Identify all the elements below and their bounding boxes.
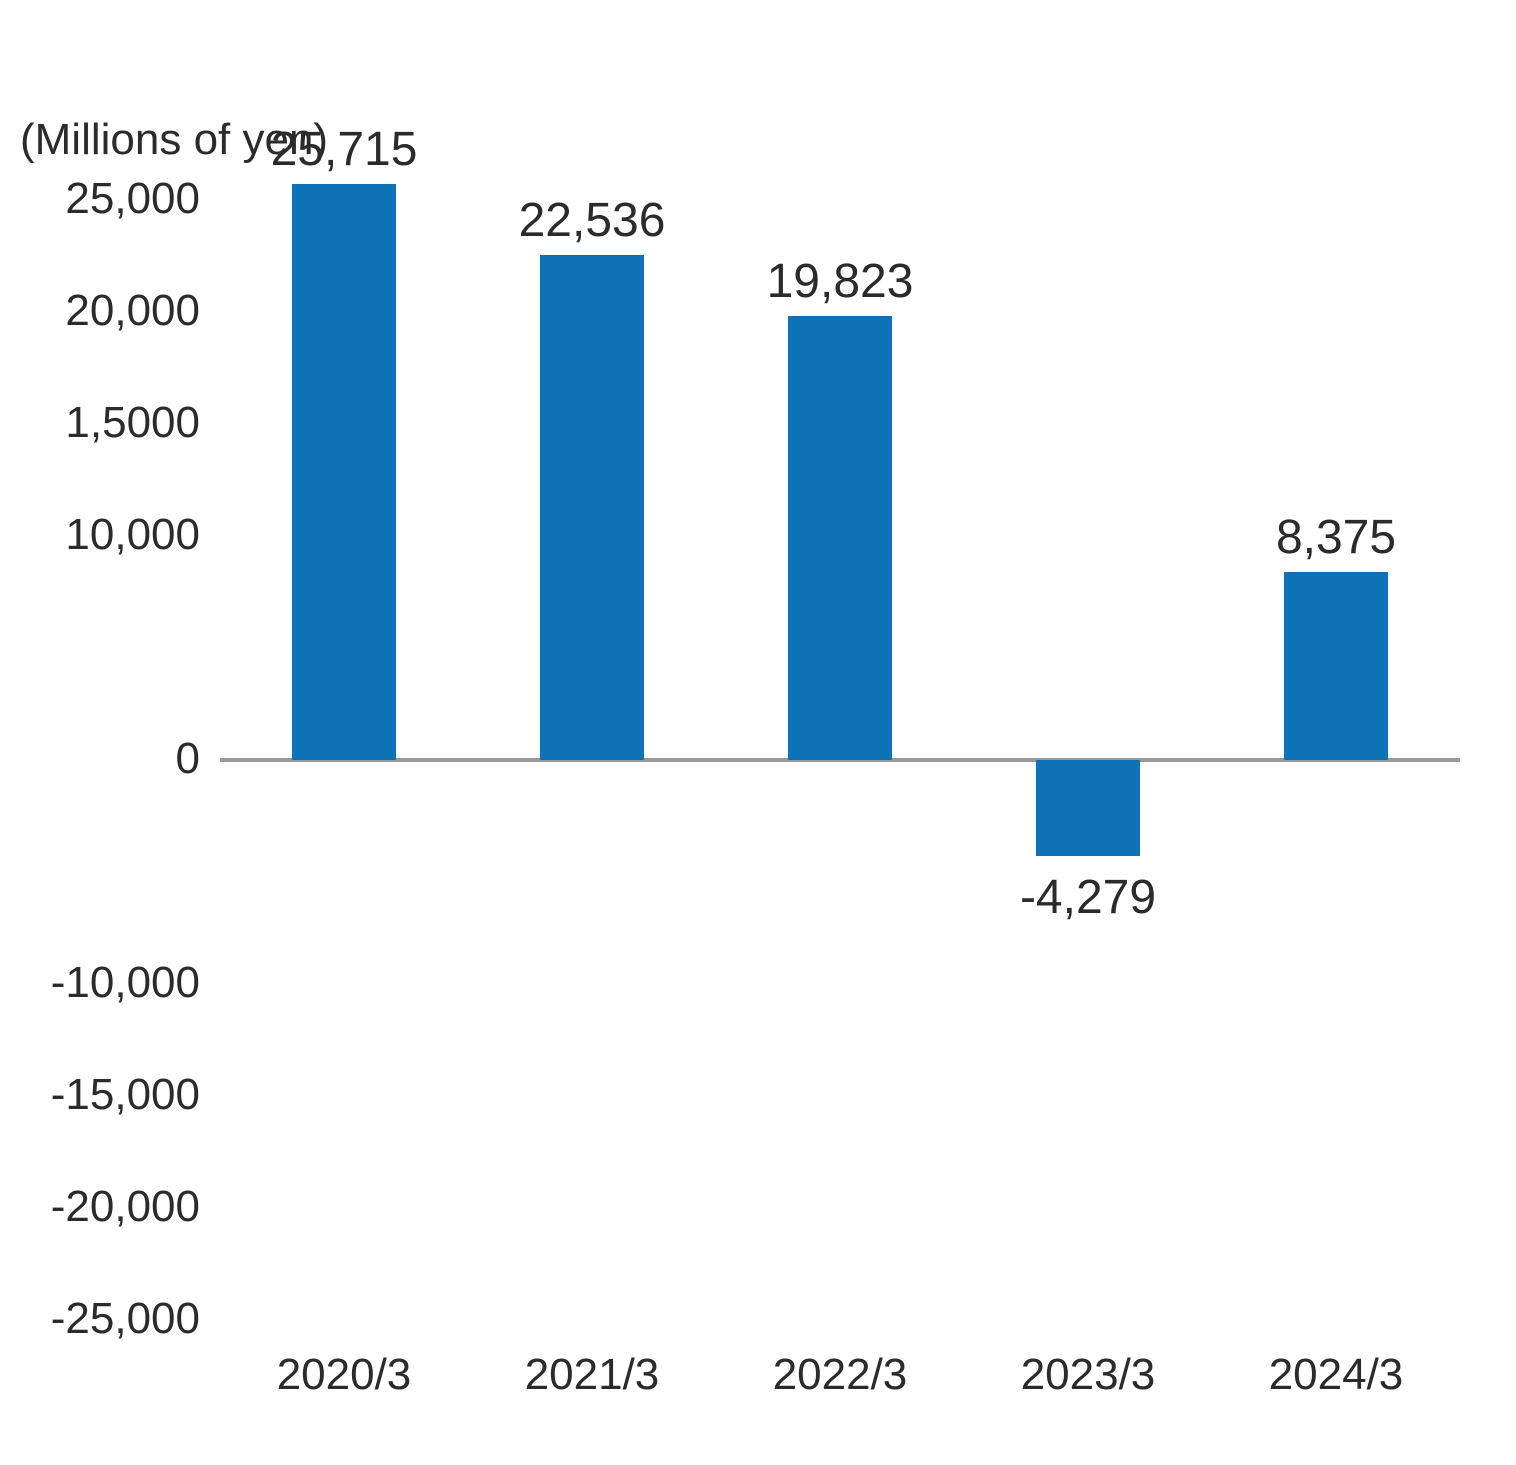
bar-value-label: -4,279 [964,870,1212,925]
y-tick-label: -10,000 [10,958,200,1008]
bar [292,184,396,760]
x-tick-label: 2020/3 [220,1350,468,1400]
y-tick-label: 10,000 [10,510,200,560]
x-tick-label: 2022/3 [716,1350,964,1400]
y-tick-label: 0 [10,734,200,784]
x-tick-label: 2021/3 [468,1350,716,1400]
x-tick-label: 2023/3 [964,1350,1212,1400]
bar [540,255,644,760]
y-tick-label: 25,000 [10,174,200,224]
bar-value-label: 19,823 [716,254,964,309]
x-tick-label: 2024/3 [1212,1350,1460,1400]
bar [788,316,892,760]
bar-value-label: 22,536 [468,193,716,248]
y-tick-label: -15,000 [10,1070,200,1120]
y-tick-label: -25,000 [10,1294,200,1344]
bar [1036,760,1140,856]
y-tick-label: 20,000 [10,286,200,336]
y-tick-label: 1,5000 [10,398,200,448]
y-tick-label: -20,000 [10,1182,200,1232]
bar-value-label: 25,715 [220,122,468,177]
bar-value-label: 8,375 [1212,510,1460,565]
bar-chart: (Millions of yen) 25,71522,53619,823-4,2… [0,0,1516,1465]
bar [1284,572,1388,760]
plot-area: 25,71522,53619,823-4,2798,375 [220,200,1460,1320]
